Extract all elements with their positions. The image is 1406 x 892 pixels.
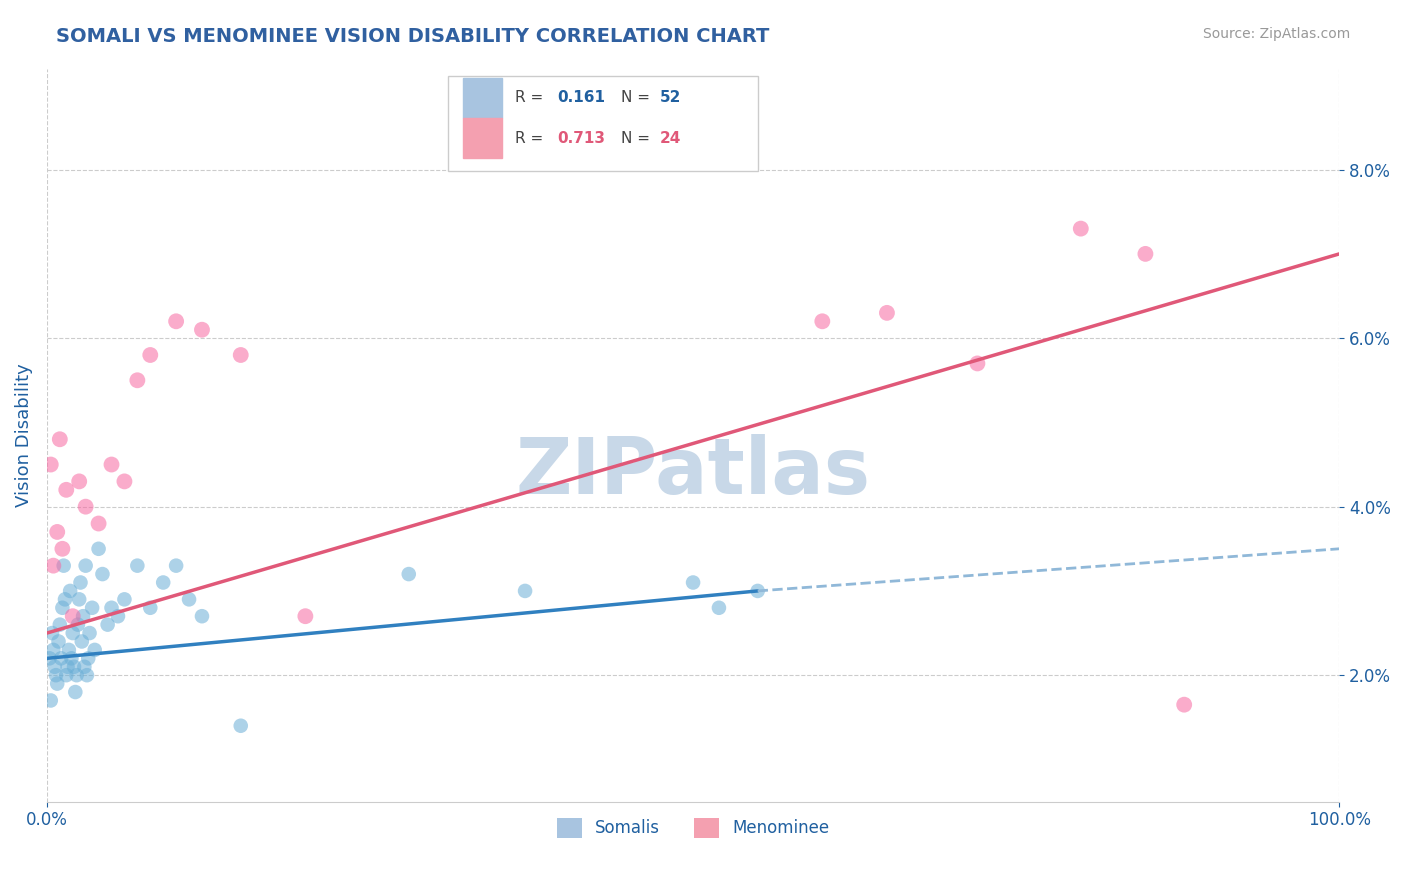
- Point: [107, 609, 129, 624]
- Point: [41, 626, 63, 640]
- Point: [63, 659, 86, 673]
- Point: [191, 609, 214, 624]
- Point: [747, 583, 769, 598]
- FancyBboxPatch shape: [447, 76, 758, 171]
- Point: [165, 558, 187, 573]
- Point: [139, 600, 162, 615]
- Point: [62, 609, 84, 624]
- FancyBboxPatch shape: [463, 78, 502, 118]
- Point: [69, 575, 91, 590]
- Point: [51, 600, 73, 615]
- Point: [42, 558, 65, 573]
- Point: [52, 558, 75, 573]
- Text: R =: R =: [515, 90, 548, 105]
- Point: [139, 348, 162, 362]
- Text: SOMALI VS MENOMINEE VISION DISABILITY CORRELATION CHART: SOMALI VS MENOMINEE VISION DISABILITY CO…: [56, 27, 769, 45]
- Text: R =: R =: [515, 130, 548, 145]
- Point: [87, 516, 110, 531]
- Point: [513, 583, 536, 598]
- Text: N =: N =: [620, 130, 655, 145]
- Point: [42, 643, 65, 657]
- Point: [966, 356, 988, 370]
- Text: 0.713: 0.713: [557, 130, 606, 145]
- Point: [229, 719, 252, 733]
- Point: [707, 600, 730, 615]
- Point: [66, 617, 89, 632]
- Point: [398, 567, 420, 582]
- Point: [62, 626, 84, 640]
- Point: [49, 617, 72, 632]
- Point: [65, 668, 87, 682]
- Point: [229, 348, 252, 362]
- Point: [39, 693, 62, 707]
- Point: [60, 651, 83, 665]
- Point: [67, 475, 90, 489]
- Point: [127, 373, 149, 387]
- Point: [45, 668, 67, 682]
- Point: [127, 558, 149, 573]
- Point: [49, 651, 72, 665]
- Point: [51, 541, 73, 556]
- Point: [58, 643, 80, 657]
- Point: [53, 592, 76, 607]
- Point: [191, 323, 214, 337]
- Y-axis label: Vision Disability: Vision Disability: [15, 363, 32, 507]
- Point: [97, 617, 120, 632]
- Point: [75, 558, 97, 573]
- Point: [114, 592, 136, 607]
- Point: [38, 651, 60, 665]
- Text: Source: ZipAtlas.com: Source: ZipAtlas.com: [1202, 27, 1350, 41]
- Text: 52: 52: [659, 90, 681, 105]
- Point: [55, 668, 77, 682]
- Point: [44, 659, 66, 673]
- Point: [100, 600, 122, 615]
- Text: 0.161: 0.161: [557, 90, 606, 105]
- Point: [1173, 698, 1195, 712]
- Point: [100, 458, 122, 472]
- Point: [177, 592, 200, 607]
- FancyBboxPatch shape: [463, 118, 502, 158]
- Point: [165, 314, 187, 328]
- Point: [294, 609, 316, 624]
- Text: 24: 24: [659, 130, 681, 145]
- Point: [48, 634, 70, 648]
- Point: [65, 685, 87, 699]
- Point: [91, 567, 114, 582]
- Legend: Somalis, Menominee: Somalis, Menominee: [550, 811, 835, 845]
- Point: [1070, 221, 1092, 235]
- Point: [75, 500, 97, 514]
- Point: [59, 583, 82, 598]
- Point: [46, 524, 69, 539]
- Point: [70, 634, 93, 648]
- Point: [72, 609, 94, 624]
- Text: ZIPatlas: ZIPatlas: [516, 434, 870, 509]
- Point: [67, 592, 90, 607]
- Point: [811, 314, 834, 328]
- Text: N =: N =: [620, 90, 655, 105]
- Point: [79, 626, 101, 640]
- Point: [114, 475, 136, 489]
- Point: [1135, 247, 1157, 261]
- Point: [682, 575, 704, 590]
- Point: [152, 575, 174, 590]
- Point: [83, 643, 105, 657]
- Point: [46, 676, 69, 690]
- Point: [876, 306, 898, 320]
- Point: [55, 483, 77, 497]
- Point: [56, 659, 79, 673]
- Point: [82, 600, 104, 615]
- Point: [76, 668, 98, 682]
- Point: [77, 651, 100, 665]
- Point: [73, 659, 96, 673]
- Point: [49, 432, 72, 446]
- Point: [87, 541, 110, 556]
- Point: [39, 458, 62, 472]
